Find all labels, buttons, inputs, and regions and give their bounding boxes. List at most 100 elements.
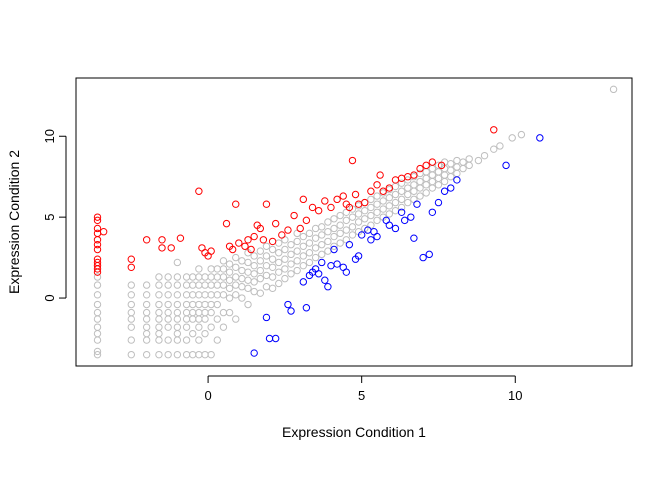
data-point: [496, 142, 504, 150]
plot-frame: [75, 77, 633, 367]
data-point: [93, 273, 102, 281]
data-point: [173, 336, 182, 344]
data-point: [453, 163, 461, 171]
data-point: [517, 130, 526, 139]
data-point: [311, 244, 320, 252]
data-point: [318, 223, 326, 231]
data-point: [305, 229, 314, 238]
data-point: [284, 226, 292, 234]
data-point: [268, 255, 277, 263]
data-point: [164, 300, 172, 309]
data-point: [195, 323, 203, 331]
data-point: [262, 242, 271, 250]
data-point: [302, 304, 311, 312]
data-point: [422, 181, 430, 189]
data-point: [404, 198, 412, 207]
data-point: [413, 200, 421, 208]
data-point: [219, 291, 228, 299]
data-point: [302, 216, 311, 225]
data-point: [410, 187, 418, 195]
data-point: [93, 229, 102, 238]
data-point: [348, 231, 357, 239]
data-point: [293, 257, 301, 265]
data-point: [299, 278, 308, 286]
data-point: [287, 307, 295, 315]
data-point: [244, 276, 252, 284]
data-point: [397, 208, 406, 216]
data-point: [164, 350, 172, 359]
data-point: [299, 252, 308, 260]
data-point: [367, 195, 375, 204]
data-point: [250, 278, 258, 286]
data-point: [195, 300, 203, 309]
data-point: [244, 258, 252, 267]
data-point: [225, 260, 234, 268]
data-point: [201, 308, 209, 317]
data-point: [195, 336, 203, 344]
data-point: [428, 177, 437, 186]
data-point: [268, 237, 277, 246]
data-point: [416, 177, 424, 186]
data-point: [370, 228, 378, 236]
data-point: [241, 242, 249, 250]
data-point: [155, 308, 163, 317]
data-point: [201, 291, 209, 299]
data-point: [391, 206, 400, 215]
x-tick-label: 10: [508, 388, 522, 403]
data-point: [93, 350, 102, 359]
data-point: [373, 181, 381, 189]
data-point: [173, 350, 182, 359]
data-point: [173, 281, 182, 289]
data-point: [324, 247, 332, 255]
data-point: [480, 151, 489, 160]
data-point: [296, 224, 304, 233]
data-point: [342, 216, 351, 225]
data-point: [142, 281, 151, 289]
data-point: [333, 195, 341, 204]
data-point: [173, 258, 182, 267]
data-point: [93, 291, 102, 299]
data-point: [385, 202, 394, 210]
data-point: [213, 273, 222, 281]
data-point: [164, 308, 172, 317]
data-point: [207, 265, 215, 273]
data-point: [142, 308, 151, 317]
data-point: [155, 323, 163, 331]
data-point: [508, 134, 516, 142]
data-point: [354, 252, 363, 260]
data-point: [189, 273, 197, 281]
data-point: [195, 291, 203, 299]
data-point: [324, 283, 332, 291]
data-point: [201, 329, 209, 338]
data-points: [93, 85, 618, 359]
data-point: [189, 315, 197, 323]
data-point: [275, 249, 283, 257]
data-point: [391, 190, 400, 199]
data-point: [342, 268, 351, 276]
data-point: [345, 240, 354, 249]
data-point: [173, 323, 182, 331]
data-point: [142, 236, 151, 244]
data-point: [238, 283, 246, 291]
data-point: [397, 187, 406, 195]
data-point: [373, 192, 381, 200]
data-point: [155, 336, 163, 344]
data-point: [440, 171, 449, 179]
data-point: [336, 229, 344, 238]
data-point: [354, 210, 363, 218]
data-point: [142, 291, 151, 299]
data-point: [189, 281, 197, 289]
data-point: [182, 315, 191, 323]
data-point: [348, 213, 357, 221]
data-point: [299, 195, 308, 204]
data-point: [127, 323, 135, 331]
data-point: [474, 156, 483, 165]
data-point: [142, 315, 151, 323]
data-point: [447, 166, 455, 174]
data-point: [361, 198, 369, 207]
data-point: [207, 308, 215, 317]
data-point: [207, 273, 215, 281]
data-point: [425, 250, 433, 259]
data-point: [410, 234, 418, 242]
